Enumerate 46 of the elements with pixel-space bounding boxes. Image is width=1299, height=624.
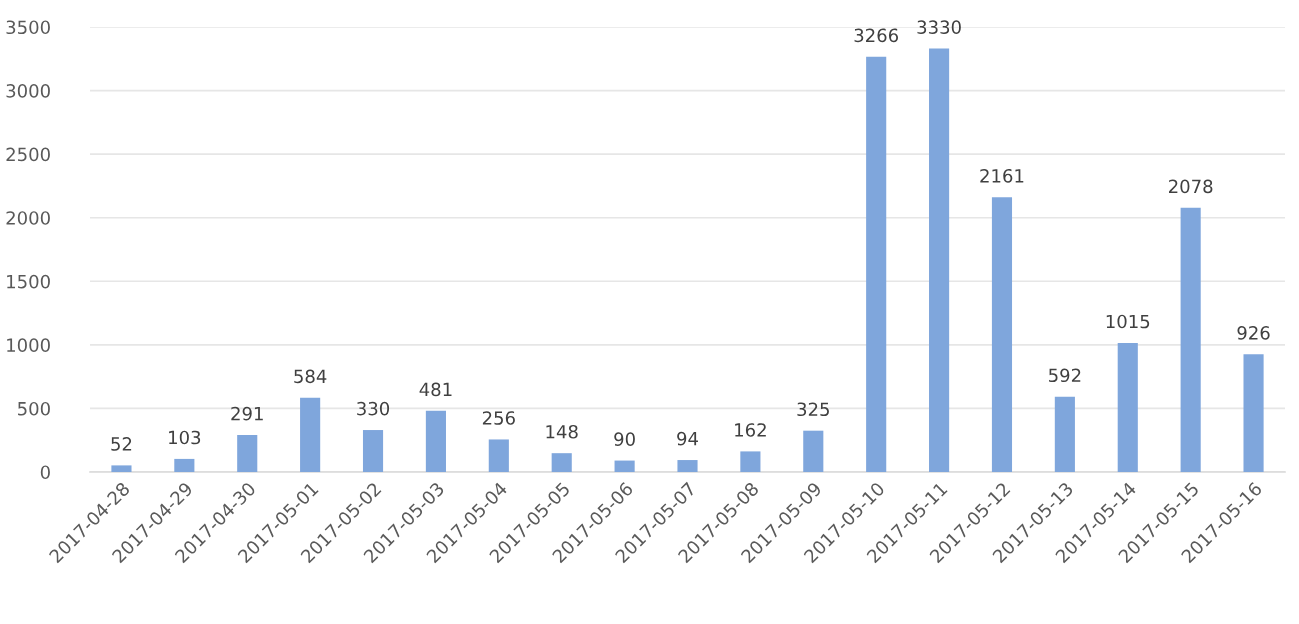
- bar: [614, 460, 635, 472]
- data-label: 148: [546, 424, 578, 439]
- y-tick-label: 2000: [6, 211, 50, 225]
- bar: [488, 439, 509, 472]
- data-label: 291: [231, 406, 263, 421]
- bar: [362, 430, 384, 472]
- data-label: 325: [797, 402, 829, 417]
- bar: [866, 56, 887, 472]
- data-label: 90: [614, 432, 635, 446]
- data-label: 2161: [980, 168, 1024, 183]
- bar: [1117, 342, 1138, 472]
- data-label: 2078: [1169, 179, 1213, 194]
- bar: [803, 430, 824, 472]
- bar: [237, 435, 258, 472]
- bar: [425, 410, 446, 472]
- bar: [929, 48, 950, 472]
- bar: [1180, 207, 1201, 472]
- bar: [174, 458, 195, 472]
- bar: [1054, 396, 1075, 472]
- y-tick-label: 3500: [6, 20, 50, 35]
- y-tick-label: 0: [40, 465, 50, 480]
- data-label: 52: [111, 437, 132, 451]
- bar: [677, 460, 698, 472]
- bar: [551, 453, 572, 472]
- bar: [300, 397, 321, 472]
- y-tick-label: 1000: [7, 338, 50, 352]
- data-label: 584: [294, 369, 327, 384]
- data-label: 592: [1049, 368, 1081, 383]
- data-label: 3330: [917, 20, 961, 34]
- data-label: 1015: [1106, 314, 1150, 329]
- data-label: 256: [482, 411, 515, 425]
- y-tick-label: 3000: [6, 84, 50, 98]
- data-label: 330: [357, 401, 390, 416]
- data-label: 481: [419, 382, 452, 397]
- bar: [111, 465, 132, 472]
- y-tick-label: 1500: [7, 274, 50, 289]
- bar: [991, 197, 1013, 472]
- data-label: 162: [735, 423, 766, 437]
- data-label: 103: [169, 430, 201, 445]
- y-tick-label: 500: [18, 401, 50, 416]
- data-label: 926: [1237, 326, 1270, 340]
- data-label: 3266: [854, 28, 899, 43]
- bar: [1243, 354, 1264, 472]
- y-tick-label: 2500: [6, 147, 50, 162]
- bar: [740, 451, 761, 472]
- data-label: 94: [677, 431, 698, 446]
